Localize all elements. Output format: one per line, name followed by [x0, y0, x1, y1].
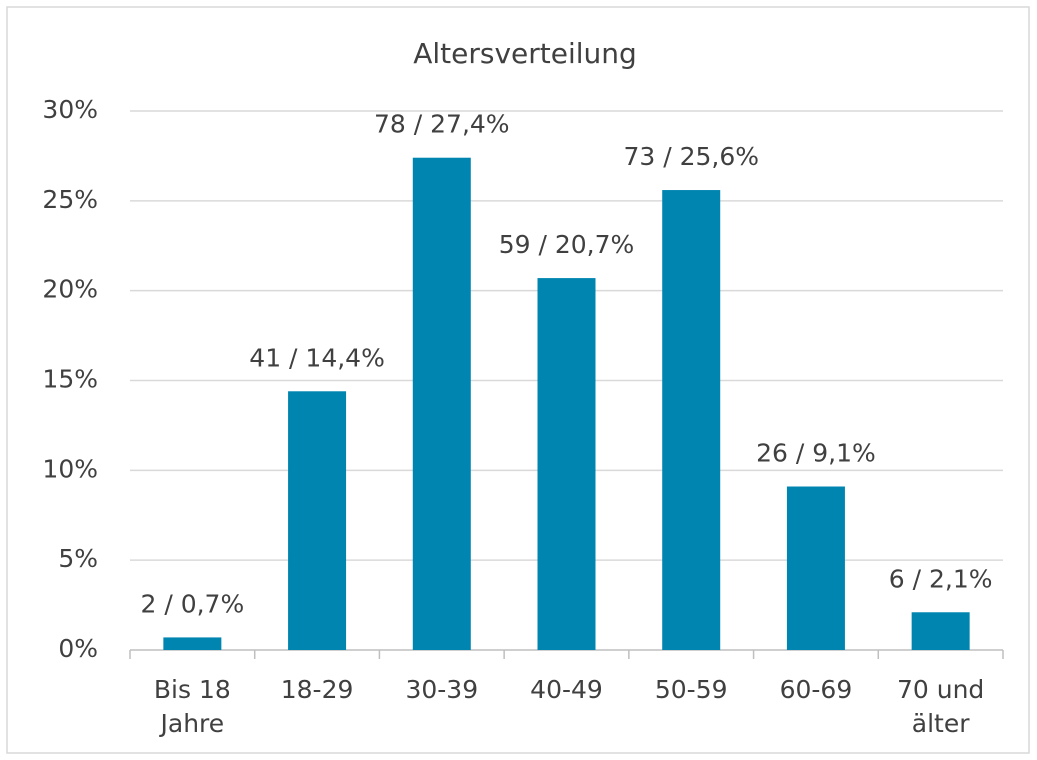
bar — [288, 391, 347, 650]
x-tick-label: 30-39 — [405, 675, 479, 704]
data-label: 6 / 2,1% — [889, 564, 993, 593]
bar — [412, 157, 471, 651]
bar — [662, 190, 721, 650]
y-tick-label: 5% — [58, 544, 98, 573]
chart-title: Altersverteilung — [413, 37, 637, 70]
x-tick-label: Bis 18 Jahre — [153, 675, 231, 738]
y-tick-label: 20% — [42, 275, 98, 304]
x-tick-label: 40-49 — [530, 675, 603, 704]
data-label: 73 / 25,6% — [623, 142, 759, 171]
y-tick-label: 25% — [42, 185, 98, 214]
x-tick-label: 50-59 — [654, 675, 728, 704]
x-tick-label: 60-69 — [779, 675, 853, 704]
y-tick-label: 15% — [42, 365, 98, 394]
x-tick-label: 70 und älter — [896, 675, 985, 738]
bar — [786, 486, 845, 650]
y-tick-label: 10% — [42, 454, 98, 483]
data-label: 78 / 27,4% — [374, 110, 510, 139]
bar — [911, 612, 970, 650]
y-tick-label: 0% — [58, 634, 98, 663]
data-label: 2 / 0,7% — [140, 589, 244, 618]
y-tick-label: 30% — [42, 95, 98, 124]
data-label: 26 / 9,1% — [756, 439, 876, 468]
bar — [163, 637, 222, 650]
bar — [537, 278, 596, 650]
data-label: 59 / 20,7% — [499, 230, 635, 259]
x-tick-label: 18-29 — [280, 675, 354, 704]
data-label: 41 / 14,4% — [249, 343, 385, 372]
